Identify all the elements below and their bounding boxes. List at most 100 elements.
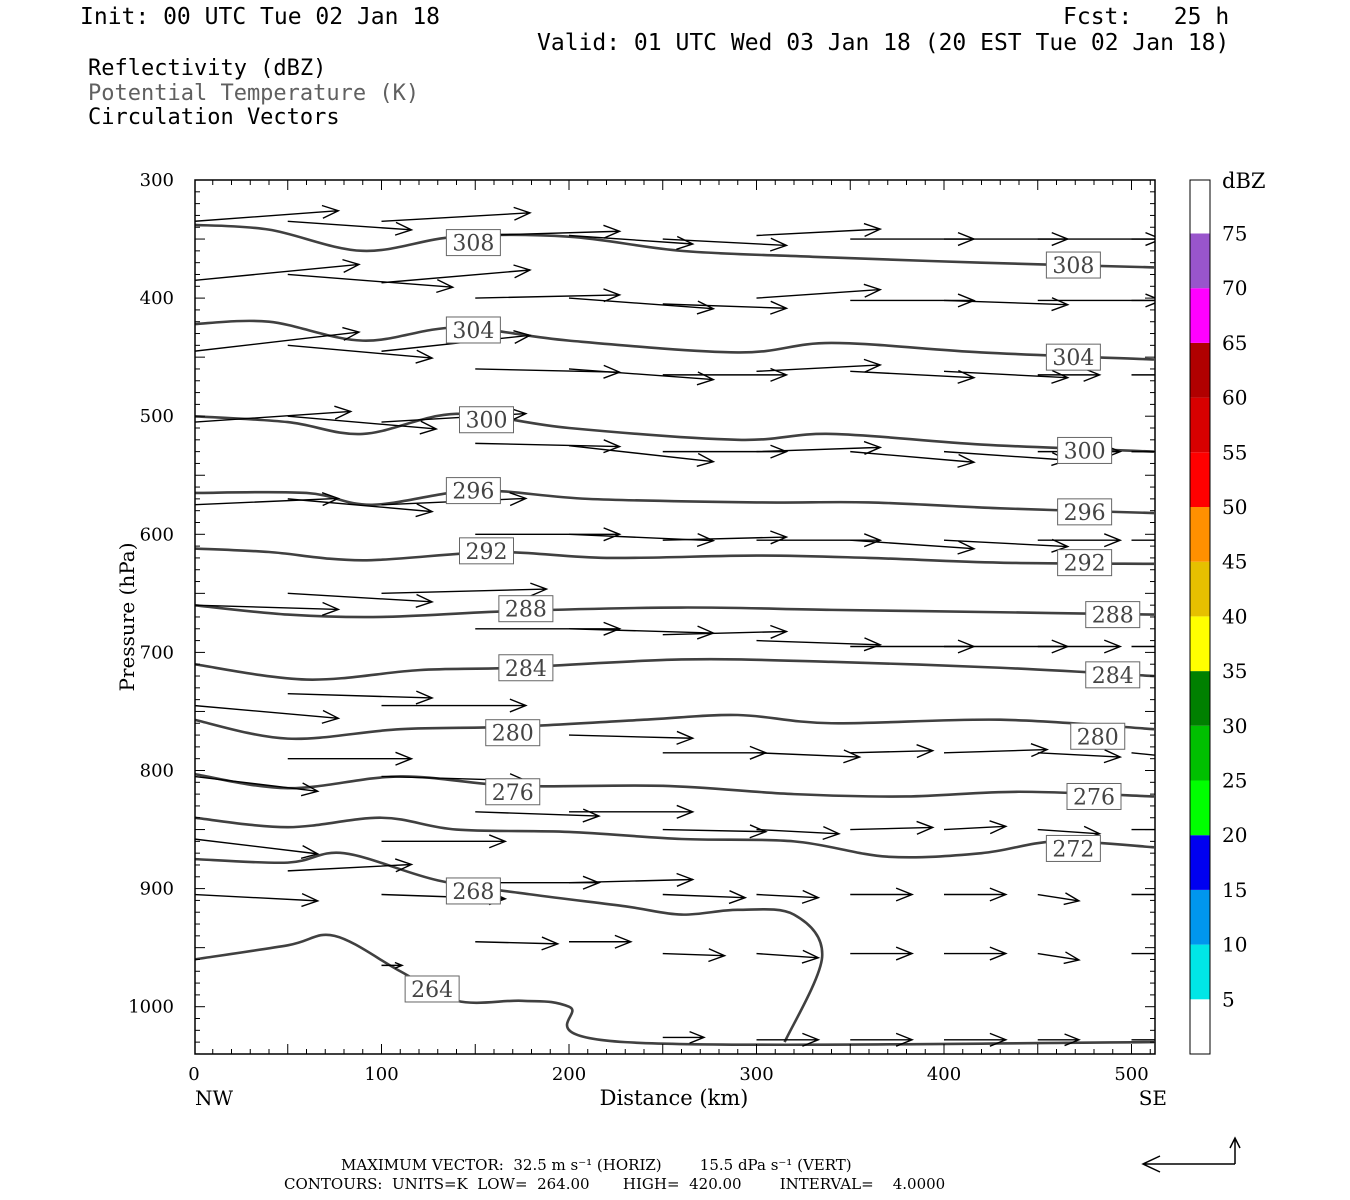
colorbar-frame [1189, 179, 1211, 1055]
x-tick-label: 200 [552, 1064, 586, 1085]
axis-ticks [195, 179, 1155, 1055]
circulation-vector [756, 825, 841, 841]
circulation-vector [568, 730, 695, 745]
contour-label-box [498, 595, 554, 623]
theta-contour-296 [195, 489, 1155, 515]
colorbar-label: 55 [1222, 440, 1247, 464]
circulation-vector [756, 1032, 821, 1047]
circulation-vector [944, 946, 1008, 961]
contour-label-box [485, 719, 541, 747]
y-tick-label: 300 [140, 170, 174, 191]
contour-label-text: 304 [1052, 346, 1094, 371]
circulation-vector [943, 450, 1070, 467]
x-tick-label: 100 [364, 1064, 398, 1085]
contour-label-264: 264 [404, 975, 460, 1003]
contour-label-300: 300 [1057, 436, 1113, 464]
circulation-vector [1131, 539, 1155, 541]
circulation-vector [756, 949, 821, 964]
circulation-vector [756, 440, 883, 455]
y-tick-label: 800 [140, 761, 174, 782]
contour-label-text: 284 [505, 657, 547, 682]
contour-label-300: 300 [459, 406, 514, 434]
contour-label-text: 288 [1092, 604, 1134, 629]
theta-contour-300 [195, 412, 1155, 453]
circulation-vector [943, 369, 1070, 384]
circulation-vector [943, 820, 1008, 835]
circulation-vector [195, 838, 320, 859]
circulation-vector [850, 744, 935, 759]
circulation-vector [195, 601, 341, 616]
colorbar-label: 35 [1222, 659, 1247, 683]
contour-label-box [445, 877, 501, 905]
circulation-vector [756, 358, 883, 373]
x-tick-label: 300 [739, 1064, 773, 1085]
circulation-vector [662, 530, 789, 545]
contour-label-284: 284 [498, 654, 554, 682]
contour-label-box [1057, 436, 1113, 464]
circulation-vector [662, 1030, 706, 1044]
theta-contour-280 [195, 713, 1155, 741]
circulation-vector [756, 533, 883, 548]
legend-vectors: Circulation Vectors [88, 105, 340, 130]
colorbar-swatch [1190, 397, 1210, 453]
init-time: Init: 00 UTC Tue 02 Jan 18 [80, 4, 441, 30]
circulation-vector [850, 539, 976, 555]
contour-label-box [1045, 251, 1101, 279]
colorbar-swatch [1190, 507, 1210, 562]
circulation-vector [195, 893, 320, 908]
x-tick-label: 0 [188, 1064, 199, 1085]
contour-label-308: 308 [1045, 251, 1101, 279]
circulation-vector [1037, 533, 1123, 548]
theta-contour-292 [195, 547, 1155, 566]
circulation-vector [662, 824, 768, 839]
contour-label-304: 304 [1045, 343, 1101, 371]
circulation-vector [756, 637, 883, 652]
colorbar-swatch [1190, 288, 1210, 343]
theta-contour-288 [195, 603, 1155, 619]
circulation-vector [569, 804, 695, 819]
circulation-vector [756, 283, 883, 299]
colorbar-label: 30 [1222, 714, 1247, 738]
contour-label-box [485, 778, 541, 806]
circulation-vector [569, 934, 633, 949]
contour-label-box [1057, 549, 1113, 577]
contour-label-text: 276 [1073, 785, 1115, 810]
y-tick-label: 900 [140, 879, 174, 900]
contour-label-text: 296 [452, 480, 494, 505]
contour-label-box [445, 316, 501, 344]
circulation-vector [287, 498, 435, 518]
contour-label-268: 268 [445, 877, 501, 905]
colorbar-swatch [1190, 233, 1210, 289]
contour-label-box [498, 654, 554, 682]
circulation-vector [1131, 238, 1155, 240]
colorbar-unit: dBZ [1222, 169, 1265, 193]
y-tick-label: 400 [140, 288, 174, 309]
colorbar-swatch [1190, 452, 1210, 507]
circulation-vector [381, 698, 528, 713]
theta-contour-276 [195, 772, 1155, 798]
reference-vector-icon [1141, 1136, 1241, 1173]
circulation-vector [381, 206, 532, 223]
contour-label-box [1066, 782, 1122, 810]
contour-label-280: 280 [485, 719, 541, 747]
circulation-vector [662, 300, 789, 315]
circulation-vector [195, 405, 353, 423]
legend-reflectivity: Reflectivity (dBZ) [88, 56, 327, 81]
colorbar-label: 50 [1222, 495, 1247, 519]
colorbar-label: 60 [1222, 386, 1247, 410]
dbz-colorbar [1189, 179, 1211, 1055]
circulation-vector [662, 624, 789, 639]
contour-label-272: 272 [1045, 834, 1101, 862]
legend-theta: Potential Temperature (K) [88, 81, 420, 106]
circulation-vector [944, 887, 1008, 902]
contour-label-box [1070, 722, 1126, 750]
theta-contours [195, 223, 1155, 1047]
contour-label-text: 272 [1052, 837, 1094, 862]
colorbar-label: 70 [1222, 276, 1247, 300]
x-axis-title: Distance (km) [600, 1086, 749, 1110]
contour-label-276: 276 [1066, 782, 1122, 810]
contour-label-box [445, 477, 501, 505]
contour-label-box [1045, 834, 1101, 862]
contour-label-292: 292 [459, 537, 514, 565]
